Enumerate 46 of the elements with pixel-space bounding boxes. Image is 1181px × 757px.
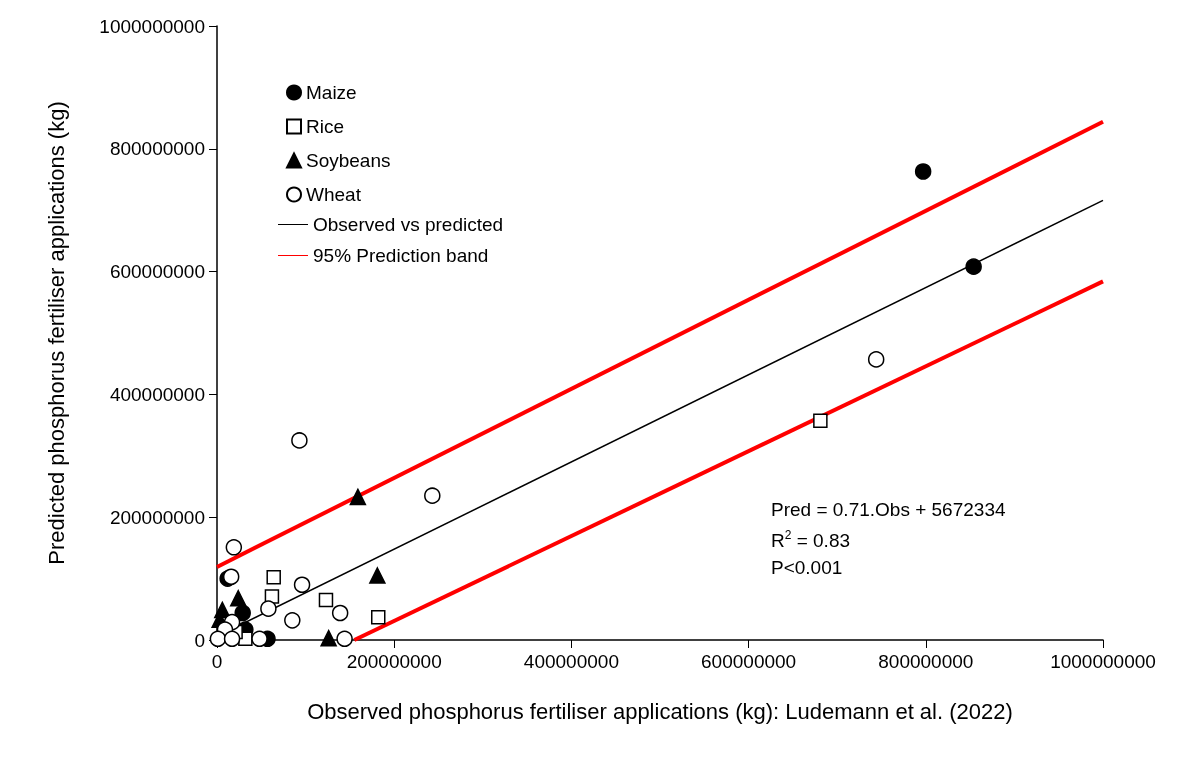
y-axis-title: Predicted phosphorus fertiliser applications (kg) xyxy=(43,101,69,565)
point xyxy=(284,612,301,629)
y-tick-label: 0 xyxy=(194,629,205,651)
point xyxy=(371,610,386,625)
point xyxy=(223,630,241,648)
y-tick-label: 800000000 xyxy=(109,138,205,160)
point xyxy=(230,590,247,607)
point xyxy=(266,570,281,585)
y-tick-label: 600000000 xyxy=(109,261,205,283)
x-tick-label: 600000000 xyxy=(701,651,797,672)
x-axis-title: Observed phosphorus fertiliser applications (kg): Ludemann et al. (2022) xyxy=(307,698,1013,724)
point xyxy=(260,600,277,617)
legend-label: Soybeans xyxy=(306,150,391,171)
point xyxy=(225,539,243,556)
point xyxy=(965,258,982,275)
point xyxy=(291,432,308,449)
legend-label: Rice xyxy=(306,116,345,137)
point xyxy=(336,630,353,648)
point xyxy=(369,567,386,584)
point xyxy=(331,604,349,622)
x-tick-label: 200000000 xyxy=(346,651,442,672)
legend-label: 95% Prediction band xyxy=(313,245,489,266)
point xyxy=(424,487,441,504)
point xyxy=(813,413,828,429)
annotation: P<0.001 xyxy=(771,557,843,578)
point xyxy=(251,630,268,648)
point xyxy=(867,351,885,368)
y-tick-label: 1000000000 xyxy=(99,15,205,37)
point xyxy=(349,488,367,506)
y-tick-label: 400000000 xyxy=(109,383,205,405)
point xyxy=(320,629,337,647)
point xyxy=(318,592,334,608)
legend-label: Observed vs predicted xyxy=(313,214,504,235)
annotation: Pred = 0.71.Obs + 5672334 xyxy=(771,499,1006,520)
x-tick-label: 400000000 xyxy=(523,651,619,672)
x-tick-label: 0 xyxy=(211,651,223,672)
point xyxy=(234,604,251,622)
x-tick-label: 1000000000 xyxy=(1050,651,1156,672)
x-tick-label: 800000000 xyxy=(878,651,974,672)
point xyxy=(209,630,227,648)
legend-label: Wheat xyxy=(306,184,362,205)
point xyxy=(914,163,932,180)
point xyxy=(293,576,311,593)
y-tick-label: 200000000 xyxy=(109,506,205,528)
point xyxy=(222,568,240,585)
legend-label: Maize xyxy=(306,82,357,103)
